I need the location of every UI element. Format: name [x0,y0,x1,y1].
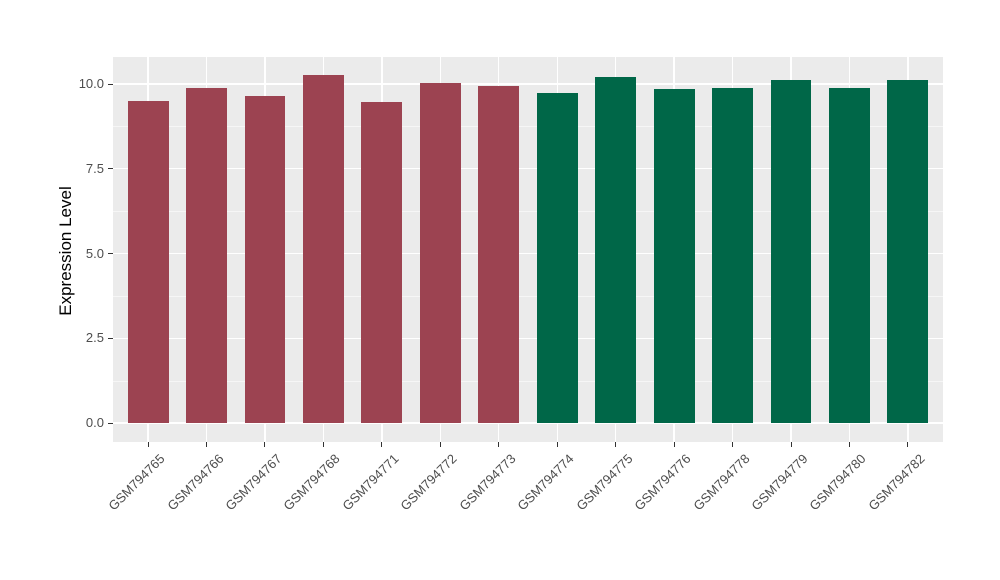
x-tick-label: GSM794766 [163,451,227,514]
bar-GSM794778 [712,88,754,423]
x-tick-label: GSM794776 [631,451,694,514]
bar-GSM794765 [127,100,169,423]
gridline-major-horizontal [113,83,943,85]
x-tick-label: GSM794772 [397,451,460,514]
x-tick-label: GSM794775 [573,451,636,514]
x-axis-tick [206,442,208,447]
x-tick-label: GSM794778 [689,451,753,514]
x-tick-label: GSM794767 [222,451,285,514]
gridline-minor-horizontal [113,211,943,213]
x-tick-label: GSM794768 [280,451,344,514]
bar-GSM794768 [302,74,344,423]
bar-GSM794773 [478,85,520,423]
bar-GSM794780 [829,88,870,423]
x-tick-label: GSM794782 [865,451,928,514]
x-axis-tick [264,442,266,447]
bar-GSM794772 [419,82,461,423]
gridline-minor-horizontal [113,380,943,382]
y-axis-tick [108,168,113,170]
y-tick-label: 10.0 [78,76,104,91]
gridline-major-horizontal [113,422,943,424]
x-axis-tick [907,442,909,447]
plot-panel [113,57,943,442]
gridline-major-horizontal [113,337,943,339]
x-axis-tick [673,442,675,447]
y-axis-tick [108,253,113,254]
x-axis-tick [732,442,734,447]
x-tick-label: GSM794773 [456,451,519,514]
x-axis-tick [615,442,617,447]
y-tick-label: 5.0 [85,245,104,261]
bar-GSM794774 [536,92,578,423]
x-axis-tick [147,442,149,447]
gridline-minor-horizontal [113,295,943,297]
bar-GSM794782 [887,80,929,423]
y-axis-tick [108,422,113,424]
x-axis-tick [556,442,558,447]
x-tick-label: GSM794765 [105,451,168,514]
x-axis-tick [790,442,792,447]
x-tick-label: GSM794771 [339,451,402,514]
gridline-minor-horizontal [113,126,943,128]
x-axis-tick [498,442,500,447]
y-axis-tick [108,83,113,85]
x-axis-tick [439,442,441,447]
x-axis-tick [848,442,850,447]
x-tick-label: GSM794780 [806,451,870,514]
bar-GSM794775 [595,77,637,423]
x-tick-label: GSM794774 [514,451,577,514]
bar-GSM794771 [361,101,403,423]
bar-GSM794779 [770,79,812,423]
bar-GSM794766 [186,87,227,423]
x-tick-label: GSM794779 [748,451,811,514]
x-axis-tick [381,442,383,447]
bar-GSM794776 [653,89,695,423]
y-tick-label: 2.5 [85,330,104,346]
y-tick-label: 0.0 [85,415,104,430]
gridline-major-horizontal [113,252,943,255]
x-axis-tick [322,442,324,447]
y-axis-tick [108,337,113,339]
y-tick-label: 7.5 [85,160,104,176]
bar-GSM794767 [244,96,286,423]
gridline-major-horizontal [113,168,943,170]
